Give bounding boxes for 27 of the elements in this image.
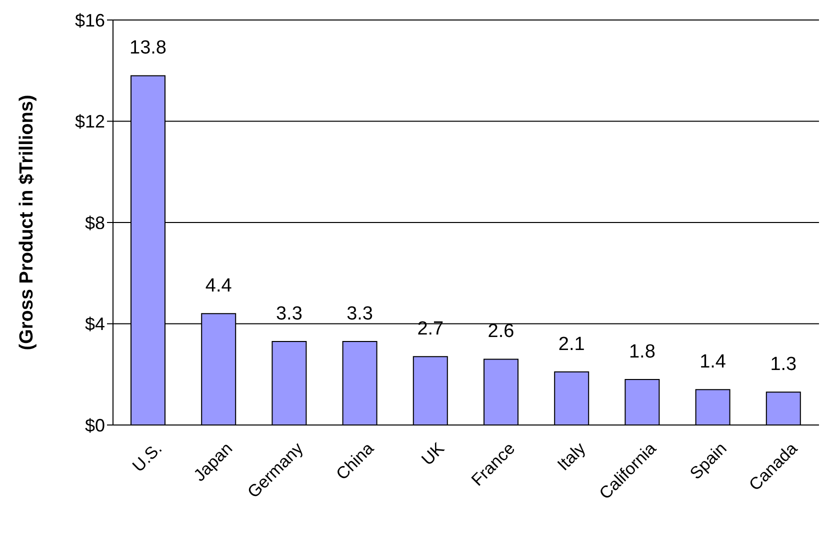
- y-tick-label: $0: [84, 415, 105, 436]
- bar: [624, 378, 660, 425]
- bar: [272, 340, 307, 425]
- data-label: 2.6: [488, 321, 514, 342]
- x-tick-label: U.S.: [128, 438, 166, 476]
- bar: [484, 358, 518, 425]
- data-label: 4.4: [205, 276, 232, 297]
- x-tick-label: UK: [418, 438, 448, 470]
- data-label: 1.8: [628, 341, 656, 362]
- bar: [766, 392, 801, 425]
- data-label: 2.1: [558, 334, 585, 355]
- bar: [554, 371, 590, 425]
- bar: [412, 356, 448, 425]
- data-label: 13.8: [130, 38, 166, 59]
- y-axis-title: (Gross Product in $Trillions): [16, 94, 38, 350]
- bar: [342, 340, 378, 425]
- y-tick-label: $16: [74, 10, 105, 30]
- data-label: 1.4: [700, 352, 726, 373]
- data-label: 3.3: [276, 303, 302, 324]
- y-tick-label: $12: [74, 112, 105, 132]
- data-label: 2.7: [417, 318, 444, 340]
- y-tick-label: $4: [84, 314, 105, 334]
- x-tick-label: Italy: [554, 438, 590, 474]
- data-label: 3.3: [346, 303, 374, 324]
- y-tick-label: $8: [84, 212, 105, 233]
- data-label: 1.3: [770, 354, 797, 376]
- bar: [695, 389, 730, 425]
